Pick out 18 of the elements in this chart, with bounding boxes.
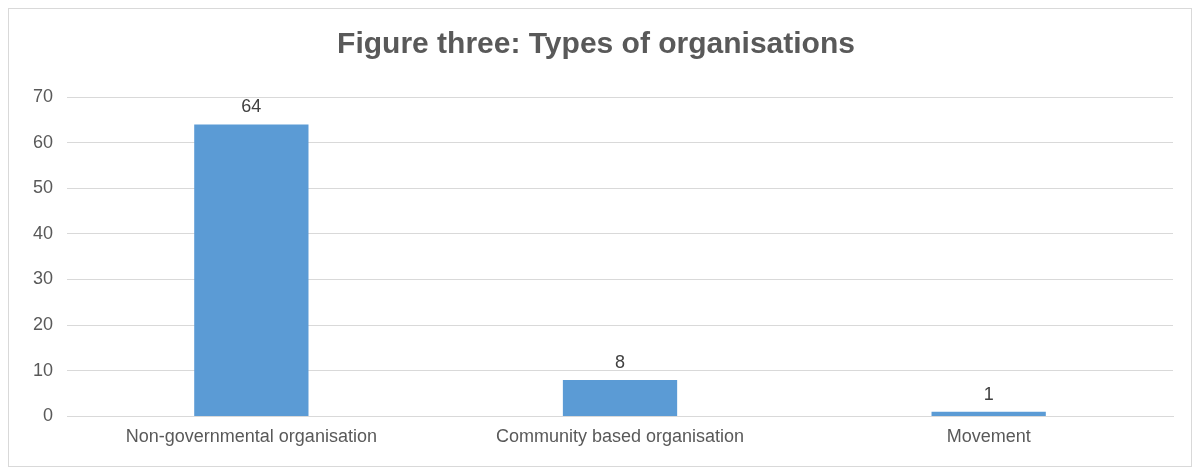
- x-tick-label: Movement: [946, 426, 1031, 447]
- y-tick-label: 10: [32, 359, 54, 380]
- bar: [931, 411, 1046, 416]
- chart-title: Figure three: Types of organisations: [337, 26, 855, 60]
- x-tick-label: Non-governmental organisation: [125, 426, 377, 447]
- y-tick-label: 20: [32, 314, 54, 335]
- data-label: 8: [615, 351, 626, 372]
- y-tick-label: 30: [32, 268, 54, 289]
- x-tick-label: Community based organisation: [495, 426, 745, 447]
- data-label: 1: [983, 383, 994, 404]
- bar: [562, 379, 678, 416]
- y-tick-label: 60: [32, 131, 54, 152]
- bar: [194, 124, 309, 416]
- y-tick-label: 40: [32, 222, 54, 243]
- y-tick-label: 50: [32, 177, 54, 198]
- data-label: 64: [241, 96, 262, 117]
- y-tick-label: 0: [43, 405, 54, 426]
- y-tick-label: 70: [32, 85, 54, 106]
